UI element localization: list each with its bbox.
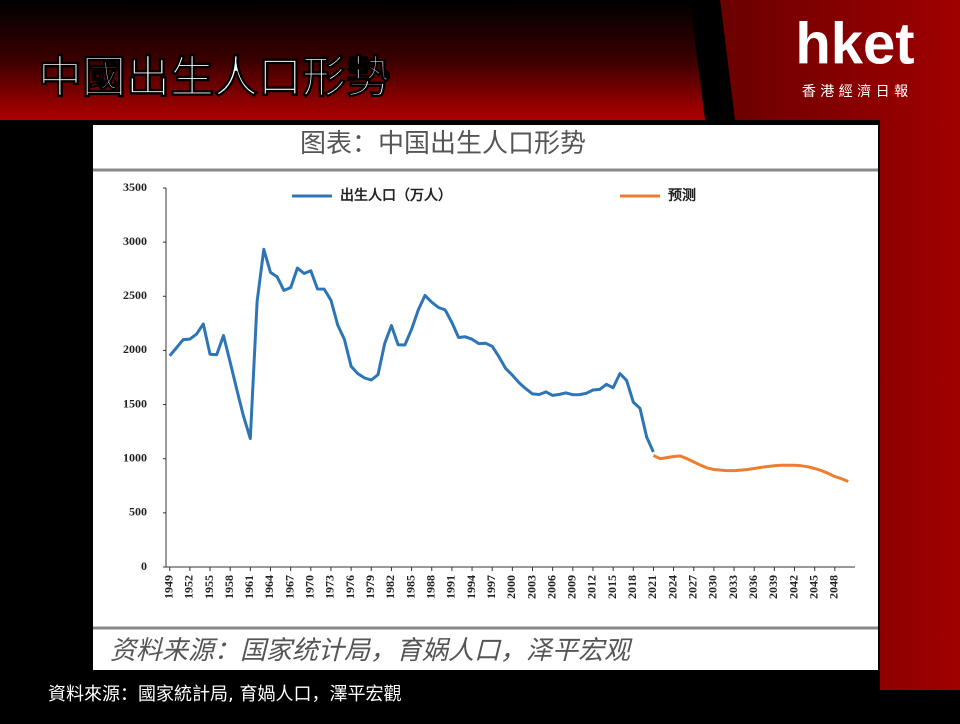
- x-tick-label: 1991: [444, 575, 458, 599]
- x-tick-label: 2006: [544, 575, 558, 599]
- x-tick-label: 2048: [827, 575, 841, 599]
- x-tick-label: 2018: [625, 575, 639, 599]
- x-tick-label: 1973: [323, 575, 337, 599]
- chart-title: 图表：中国出生人口形势: [300, 129, 586, 159]
- x-tick-label: 2030: [706, 575, 720, 599]
- x-tick-label: 2009: [565, 575, 579, 599]
- x-tick-label: 1970: [303, 575, 317, 599]
- x-tick-label: 2039: [766, 575, 780, 599]
- logo: hket: [795, 11, 914, 76]
- series-line: [652, 454, 849, 483]
- x-tick-label: 1949: [161, 575, 175, 599]
- x-tick-label: 1982: [383, 575, 397, 599]
- y-tick-label: 1000: [123, 450, 147, 464]
- x-tick-label: 2027: [686, 575, 700, 599]
- x-tick-label: 1964: [262, 575, 276, 599]
- slide-source: 資料來源：國家統計局, 育媧人口，澤平宏觀: [48, 684, 401, 705]
- x-tick-label: 1985: [403, 575, 417, 599]
- x-tick-label: 1955: [202, 575, 216, 599]
- x-tick-label: 1958: [222, 575, 236, 599]
- slide-title: 中國出生人口形勢: [38, 52, 390, 103]
- y-tick-label: 3500: [123, 180, 147, 194]
- x-tick-label: 2033: [726, 575, 740, 599]
- x-tick-label: 1952: [182, 575, 196, 599]
- x-tick-label: 1961: [242, 575, 256, 599]
- x-tick-label: 1976: [343, 575, 357, 599]
- chart-source: 资料来源：国家统计局，育娲人口，泽平宏观: [110, 636, 633, 666]
- x-tick-label: 2042: [786, 575, 800, 599]
- legend-label: 出生人口（万人）: [340, 187, 452, 204]
- x-tick-label: 2045: [806, 575, 820, 599]
- x-tick-label: 1988: [423, 575, 437, 599]
- x-tick-label: 1967: [282, 575, 296, 599]
- x-tick-label: 2024: [665, 575, 679, 599]
- y-tick-label: 2000: [123, 342, 147, 356]
- legend-label: 预测: [668, 187, 696, 204]
- x-tick-label: 2003: [524, 575, 538, 599]
- y-tick-label: 3000: [123, 234, 147, 248]
- y-tick-label: 500: [129, 505, 147, 519]
- series-line: [168, 247, 655, 453]
- x-tick-label: 1979: [363, 575, 377, 599]
- side-band: [720, 0, 960, 690]
- chart-panel: [93, 125, 878, 670]
- x-tick-label: 2000: [504, 575, 518, 599]
- x-tick-label: 2021: [645, 575, 659, 599]
- y-tick-label: 2500: [123, 288, 147, 302]
- x-tick-label: 2015: [605, 575, 619, 599]
- header-divider: [690, 0, 735, 120]
- y-tick-label: 1500: [123, 396, 147, 410]
- y-tick-label: 0: [141, 559, 147, 573]
- logo-subtitle: 香 港 經 濟 日 報: [802, 84, 908, 100]
- x-tick-label: 2012: [585, 575, 599, 599]
- x-tick-label: 1994: [464, 575, 478, 599]
- x-tick-label: 2036: [746, 575, 760, 599]
- x-tick-label: 1997: [484, 575, 498, 599]
